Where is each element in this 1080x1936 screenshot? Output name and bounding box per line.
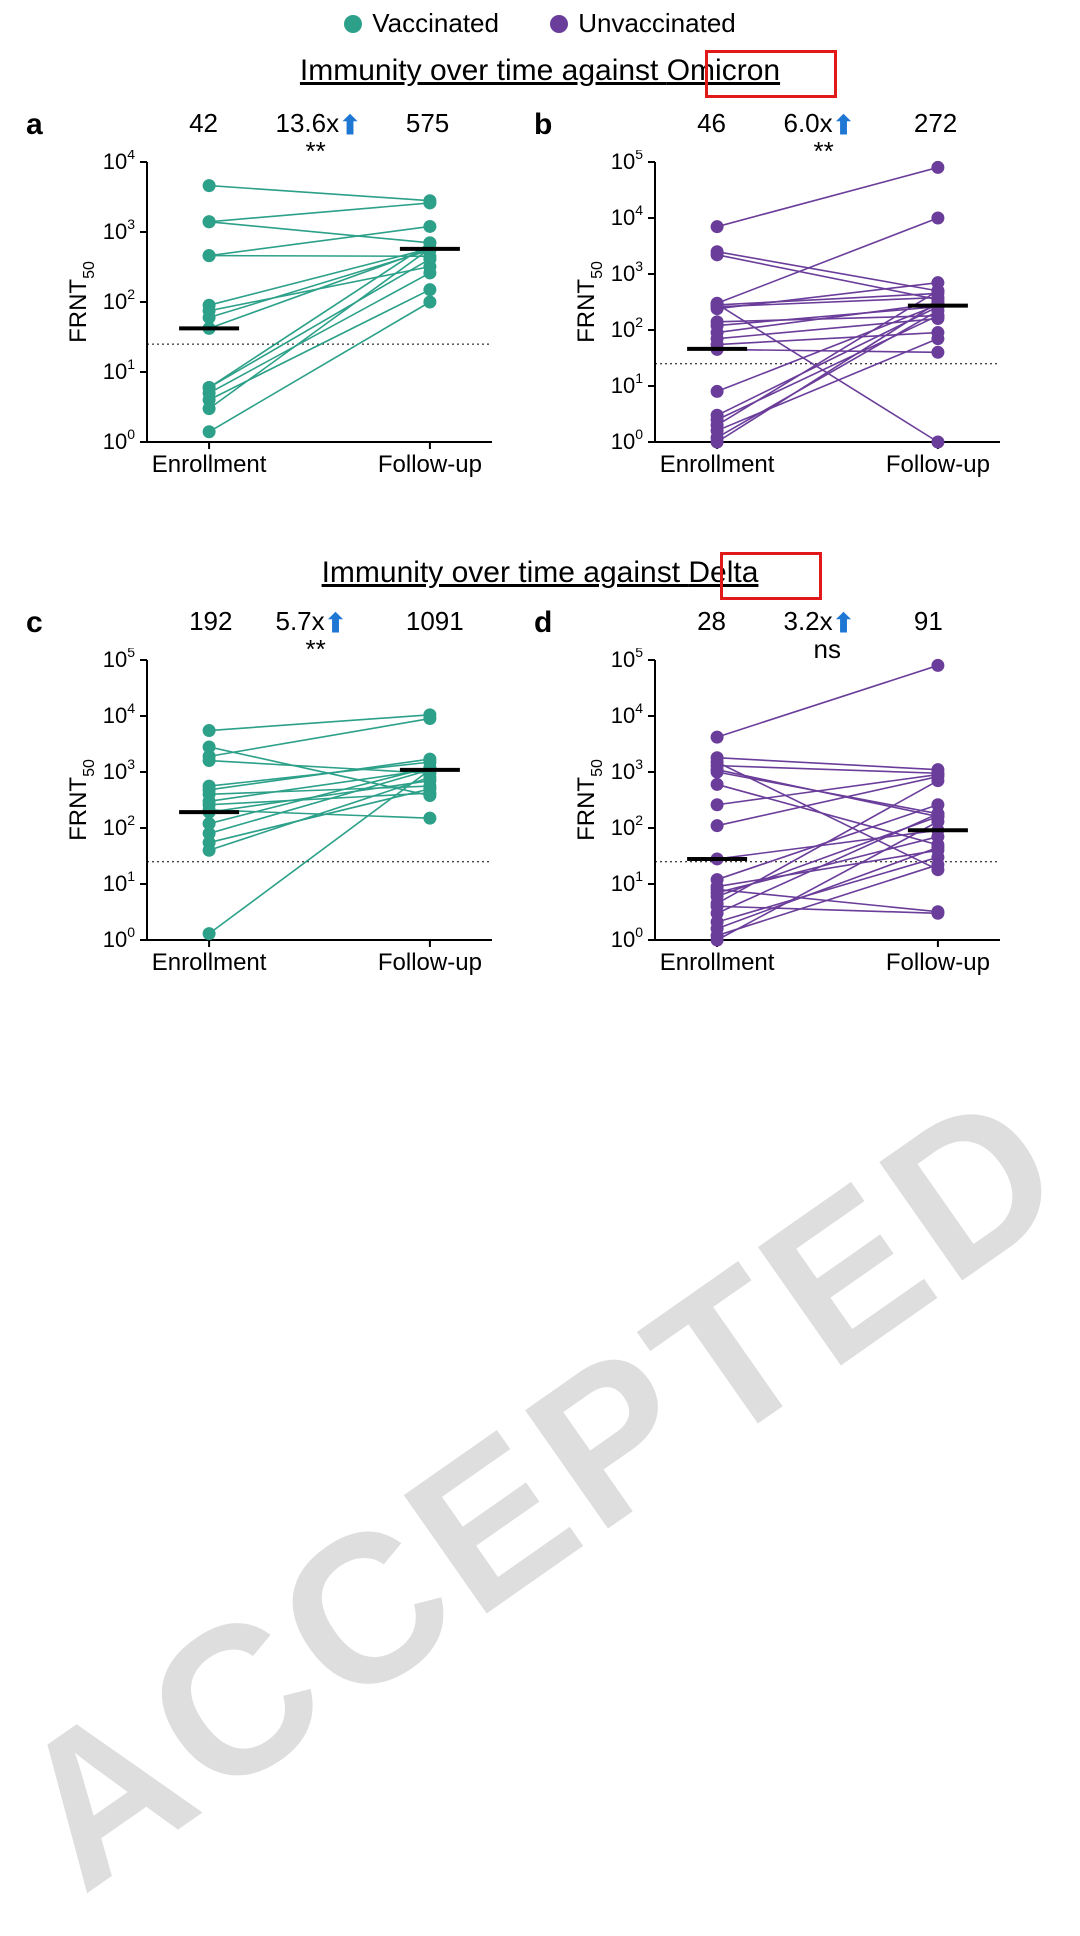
legend-label-unvaccinated: Unvaccinated [578,8,736,39]
svg-text:101: 101 [611,868,643,896]
svg-text:102: 102 [611,812,643,840]
up-arrow-icon: ⬆ [833,110,855,141]
svg-text:Enrollment: Enrollment [660,451,775,478]
section-title-omicron-highlight: Omicron [667,54,780,87]
svg-text:103: 103 [103,216,135,244]
legend-label-vaccinated: Vaccinated [372,8,499,39]
section-title-delta-highlight: Delta [688,556,758,589]
svg-text:103: 103 [611,756,643,784]
svg-text:Enrollment: Enrollment [152,949,267,976]
svg-text:104: 104 [611,202,643,230]
svg-text:FRNT50: FRNT50 [573,261,606,343]
svg-text:103: 103 [103,756,135,784]
annot-sig-b: ** [814,136,834,167]
panel-label-d: d [534,606,552,640]
svg-text:FRNT50: FRNT50 [65,759,98,841]
panel-c: c1925.7x⬆1091**100101102103104105Enrollm… [62,648,502,988]
annot-right-a: 575 [406,108,449,139]
annot-left-c: 192 [189,606,232,637]
annot-left-d: 28 [697,606,726,637]
svg-text:Enrollment: Enrollment [152,451,267,478]
svg-text:FRNT50: FRNT50 [65,261,98,343]
annot-center-d: 3.2x⬆ [784,606,855,637]
svg-text:104: 104 [103,700,135,728]
svg-text:Follow-up: Follow-up [378,451,482,478]
panel-label-a: a [26,108,43,142]
plot-d: 100 101 102 103 104 105 Enrollment Follow-up FRN… [570,648,1010,988]
svg-text:101: 101 [103,868,135,896]
section-title-omicron: Immunity over time against Omicron [0,54,1080,88]
legend-item-unvaccinated: Unvaccinated [550,8,736,39]
annot-right-c: 1091 [406,606,464,637]
up-arrow-icon: ⬆ [325,608,347,639]
annot-left-a: 42 [189,108,218,139]
annot-sig-a: ** [306,136,326,167]
section-title-delta: Immunity over time against Delta [0,556,1080,590]
svg-text:Enrollment: Enrollment [660,949,775,976]
svg-text:105: 105 [611,150,643,174]
svg-text:104: 104 [103,150,135,174]
svg-text:Follow-up: Follow-up [378,949,482,976]
panel-b: b466.0x⬆272**100101102103104105Enrollmen… [570,150,1010,490]
legend: Vaccinated Unvaccinated [0,8,1080,40]
legend-dot-unvaccinated [550,15,568,33]
annot-sig-c: ** [306,634,326,665]
svg-text:105: 105 [611,648,643,672]
svg-text:100: 100 [611,924,643,952]
annot-right-b: 272 [914,108,957,139]
figure-root: ACCEPTED ARTICLE PREVIEW Vaccinated Unva… [0,0,1080,1048]
svg-text:102: 102 [103,812,135,840]
section-title-omicron-prefix: Immunity over time against [300,54,667,87]
panel-label-c: c [26,606,43,640]
up-arrow-icon: ⬆ [339,110,361,141]
panel-label-b: b [534,108,552,142]
svg-text:104: 104 [611,700,643,728]
svg-text:100: 100 [103,426,135,454]
svg-text:101: 101 [103,356,135,384]
annot-center-b: 6.0x⬆ [784,108,855,139]
svg-text:101: 101 [611,370,643,398]
panel-d: d283.2x⬆91ns100101102103104105Enrollment… [570,648,1010,988]
annot-sig-d: ns [814,634,841,665]
legend-item-vaccinated: Vaccinated [344,8,499,39]
svg-text:FRNT50: FRNT50 [573,759,606,841]
legend-dot-vaccinated [344,15,362,33]
svg-text:102: 102 [611,314,643,342]
svg-text:102: 102 [103,286,135,314]
svg-text:Follow-up: Follow-up [886,949,990,976]
plot-a: 100 101 102 103 104 Enrollment Follow-up FRNT50 [62,150,502,490]
panel-a: a4213.6x⬆575**100101102103104EnrollmentF… [62,150,502,490]
svg-text:100: 100 [611,426,643,454]
annot-center-c: 5.7x⬆ [276,606,347,637]
annot-center-a: 13.6x⬆ [276,108,361,139]
svg-text:105: 105 [103,648,135,672]
annot-left-b: 46 [697,108,726,139]
section-title-delta-prefix: Immunity over time against [322,556,689,589]
svg-text:Follow-up: Follow-up [886,451,990,478]
plot-c: 100 101 102 103 104 105 Enrollment Follow-up FRN… [62,648,502,988]
plot-b: 100 101 102 103 104 105 Enrollment Follow-up FRN… [570,150,1010,490]
annot-right-d: 91 [914,606,943,637]
svg-text:100: 100 [103,924,135,952]
svg-text:103: 103 [611,258,643,286]
